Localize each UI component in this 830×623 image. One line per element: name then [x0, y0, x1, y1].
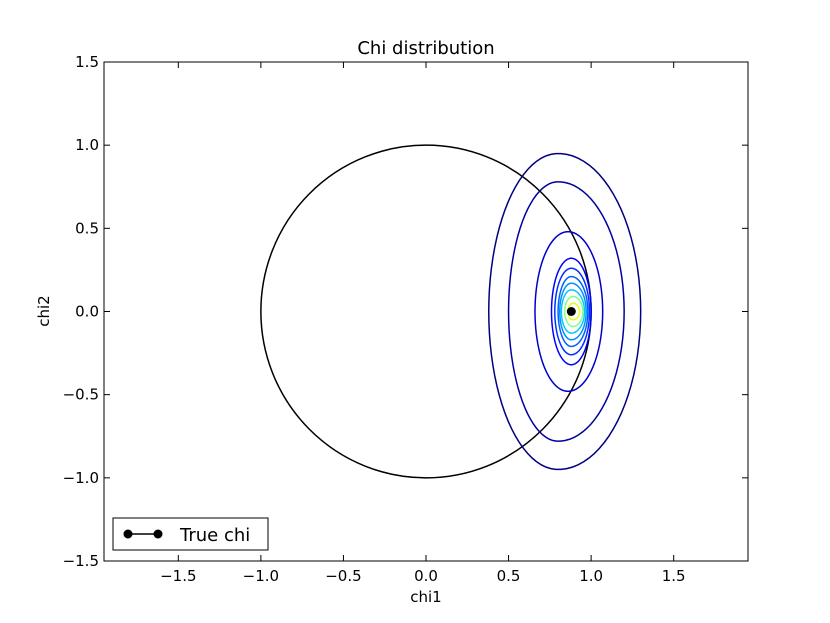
contour-level-5: [554, 267, 591, 356]
plot-clip-group: [260, 144, 642, 479]
contour-level-3: [534, 230, 604, 393]
contour-level-8: [560, 289, 586, 334]
x-tick-label: 0.5: [497, 567, 521, 585]
legend-marker-start: [123, 529, 133, 539]
true-chi-point: [566, 307, 576, 316]
y-tick-label: −1.0: [63, 469, 99, 487]
x-tick-label: −1.5: [160, 567, 196, 585]
plot-area: [260, 144, 642, 479]
chart-title: Chi distribution: [357, 38, 494, 59]
legend-label-true-chi: True chi: [179, 525, 250, 546]
y-tick-label: 0.5: [75, 219, 99, 237]
x-tick-label: 1.0: [579, 567, 603, 585]
y-tick-label: −0.5: [63, 386, 99, 404]
y-axis-label: chi2: [35, 295, 53, 326]
x-tick-label: −1.0: [243, 567, 279, 585]
y-tick-label: 1.0: [75, 136, 99, 154]
contour-level-6: [557, 275, 589, 348]
x-tick-label: 1.5: [662, 567, 686, 585]
x-tick-label: −0.5: [325, 567, 361, 585]
contour-level-2: [507, 181, 625, 442]
contour-level-1: [487, 152, 642, 471]
legend-marker-end: [153, 529, 163, 539]
legend: True chi: [112, 517, 269, 551]
y-tick-label: −1.5: [63, 552, 99, 570]
x-axis-label: chi1: [410, 588, 441, 606]
y-tick-label: 0.0: [75, 303, 99, 321]
y-tick-label: 1.5: [75, 53, 99, 71]
axes: −1.5 −1.0 −0.5 0.0 0.5 1.0 1.5 −1.5 −1.0 −0.5 0.0 0…: [63, 53, 749, 585]
contour-level-9: [563, 295, 584, 328]
contour-level-4: [550, 257, 592, 366]
contour-level-7: [558, 282, 587, 341]
x-tick-label: 0.0: [414, 567, 438, 585]
